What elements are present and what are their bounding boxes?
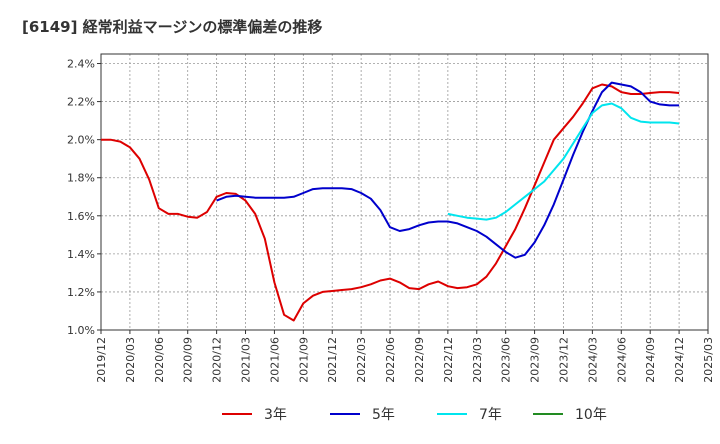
series-line-0: [101, 83, 680, 322]
x-tick-label: 2021/12: [326, 337, 339, 383]
x-tick-label: 2023/03: [471, 337, 484, 383]
chart-title: [6149] 経常利益マージンの標準偏差の推移: [22, 18, 322, 36]
x-tick-label: 2021/03: [240, 337, 253, 383]
x-tick-label: 2022/09: [413, 337, 426, 383]
plot-frame: [100, 53, 709, 331]
x-tick-label: 2023/12: [557, 337, 570, 383]
legend: 3年 5年 7年 10年: [222, 407, 607, 423]
x-tick-label: 2020/09: [182, 337, 195, 383]
x-tick-label: 2024/09: [644, 337, 657, 383]
x-tick-label: 2022/03: [355, 337, 368, 383]
x-tick-label: 2020/06: [153, 337, 166, 383]
y-tick-label: 1.0%: [67, 324, 95, 337]
x-tick-label: 2022/06: [384, 337, 397, 383]
series-group: [101, 81, 680, 322]
legend-label-0: 3年: [264, 407, 287, 423]
x-tick-label: 2021/06: [268, 337, 281, 383]
y-tick-label: 2.2%: [67, 96, 95, 109]
y-axis: 1.0% 1.2% 1.4% 1.6% 1.8% 2.0% 2.2% 2.4%: [67, 58, 101, 337]
x-tick-label: 2024/06: [615, 337, 628, 383]
x-tick-label: 2021/09: [297, 337, 310, 383]
x-tick-label: 2020/12: [211, 337, 224, 383]
x-tick-label: 2023/06: [500, 337, 513, 383]
legend-label-3: 10年: [575, 407, 607, 423]
y-tick-label: 2.0%: [67, 134, 95, 147]
x-tick-label: 2024/03: [586, 337, 599, 383]
y-tick-label: 1.2%: [67, 286, 95, 299]
x-axis: 2019/12 2020/03 2020/06 2020/09 2020/12 2021/…: [95, 330, 715, 383]
y-tick-label: 1.6%: [67, 210, 95, 223]
x-tick-label: 2024/12: [673, 337, 686, 383]
x-tick-label: 2019/12: [95, 337, 108, 383]
y-tick-label: 1.8%: [67, 172, 95, 185]
y-tick-label: 1.4%: [67, 248, 95, 261]
series-line-1: [216, 81, 680, 259]
x-tick-label: 2023/09: [529, 337, 542, 383]
legend-label-1: 5年: [372, 407, 395, 423]
x-tick-label: 2022/12: [442, 337, 455, 383]
legend-label-2: 7年: [479, 407, 502, 423]
x-tick-label: 2020/03: [124, 337, 137, 383]
y-tick-label: 2.4%: [67, 58, 95, 71]
series-line-2: [447, 102, 680, 221]
x-tick-label: 2025/03: [702, 337, 715, 383]
grid: [101, 54, 708, 330]
